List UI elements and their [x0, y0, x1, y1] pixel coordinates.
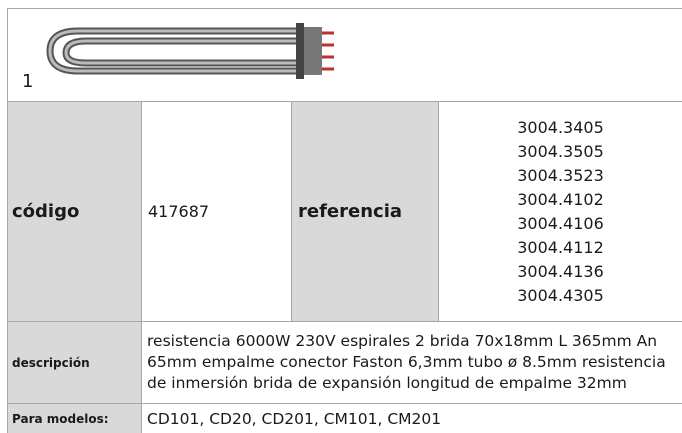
descripcion-label: descripción: [7, 321, 141, 403]
referencia-item: 3004.3505: [517, 141, 604, 161]
descripcion-value: resistencia 6000W 230V espirales 2 brida…: [141, 321, 682, 403]
descripcion-text: resistencia 6000W 230V espirales 2 brida…: [147, 332, 666, 392]
referencia-item: 3004.4136: [517, 261, 604, 281]
referencia-item: 3004.4102: [517, 189, 604, 209]
referencia-label: referencia: [291, 101, 438, 321]
referencias-cell: 3004.3405 3004.3505 3004.3523 3004.4102 3004…: [438, 101, 682, 321]
codigo-label: código: [7, 101, 141, 321]
product-image: [46, 23, 334, 79]
referencia-item: 3004.4305: [517, 285, 604, 305]
referencia-item: 3004.3523: [517, 165, 604, 185]
image-label: 1: [22, 71, 34, 92]
referencia-item: 3004.4106: [517, 213, 604, 233]
codigo-value: 417687: [141, 101, 291, 321]
modelos-value: CD101, CD20, CD201, CM101, CM201: [141, 403, 682, 433]
image-cell: 1: [7, 8, 682, 101]
modelos-label: Para modelos:: [7, 403, 141, 433]
referencia-item: 3004.3405: [517, 117, 604, 137]
referencia-item: 3004.4112: [517, 237, 604, 257]
